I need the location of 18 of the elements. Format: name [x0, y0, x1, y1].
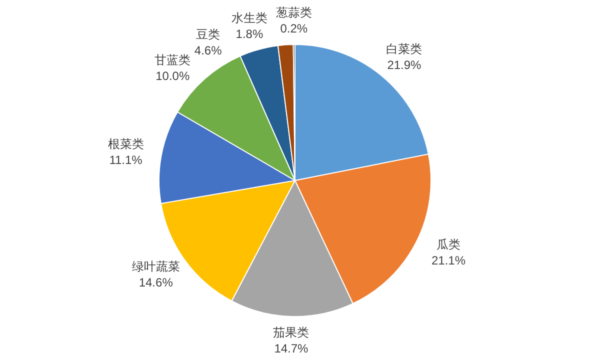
slice-label: 根菜类 — [108, 137, 144, 151]
data-label: 4.6% — [194, 43, 222, 58]
slice-label: 甘蓝类 — [154, 53, 191, 68]
slice-label: 白菜类 — [386, 42, 422, 56]
data-label: 0.2% — [280, 22, 308, 36]
slice-label: 水生类 — [231, 11, 268, 26]
data-label: 14.6% — [138, 276, 174, 290]
data-label: 21.9% — [387, 58, 422, 72]
data-label: 1.8% — [236, 27, 264, 42]
data-label: 10.0% — [156, 69, 190, 84]
data-label: 11.1% — [109, 153, 143, 167]
slice-label: 瓜类 — [436, 238, 460, 252]
slice-label: 豆类 — [196, 27, 220, 42]
data-label: 21.1% — [431, 254, 466, 268]
slice-label: 绿叶蔬菜 — [132, 260, 180, 274]
data-label: 14.7% — [274, 341, 309, 356]
slice-label: 茄果类 — [273, 325, 310, 340]
slice-label: 葱蒜类 — [276, 6, 312, 20]
